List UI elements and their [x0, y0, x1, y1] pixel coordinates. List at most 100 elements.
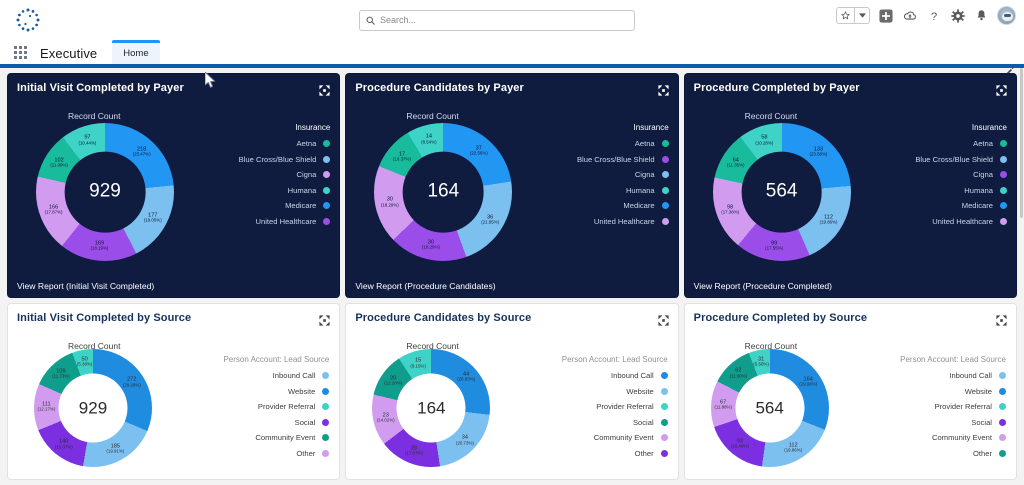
chart-card-procedure-completed-by-payer[interactable]: Procedure Completed by Payer Record Count…: [684, 74, 1016, 297]
legend-item[interactable]: Cigna: [239, 170, 331, 179]
favorites-dropdown-icon[interactable]: [855, 8, 869, 23]
chart-card-procedure-candidates-by-source[interactable]: Procedure Candidates by Source Record Cou…: [346, 304, 678, 479]
chart-card-procedure-completed-by-source[interactable]: Procedure Completed by Source Record Coun…: [684, 304, 1016, 479]
legend-item[interactable]: Inbound Call: [900, 371, 1006, 380]
legend-color-swatch: [999, 186, 1007, 194]
page-scrollbar[interactable]: [1020, 68, 1024, 485]
legend-color-swatch: [323, 202, 331, 209]
legend-item[interactable]: United Healthcare: [239, 217, 331, 226]
legend-item[interactable]: Community Event: [223, 433, 330, 442]
legend-color-swatch: [322, 418, 330, 426]
chart-legend: Insurance Aetna Blue Cross/Blue Shield Cign…: [915, 123, 1007, 232]
legend-item[interactable]: Website: [900, 387, 1006, 396]
legend-item-label: Cigna: [634, 170, 655, 179]
svg-text:?: ?: [930, 10, 936, 22]
expand-icon[interactable]: [996, 83, 1007, 101]
chart-card-initial-visit-completed-by-payer[interactable]: Initial Visit Completed by Payer Record C…: [8, 74, 340, 297]
legend-item-label: Inbound Call: [272, 371, 316, 380]
donut-chart[interactable]: 929 218 (23.47%) 177 (19.05%) 169 (18.19%) 166(…: [36, 123, 174, 261]
chart-card-initial-visit-completed-by-source[interactable]: Initial Visit Completed by Source Record …: [8, 304, 340, 479]
cloud-setup-icon[interactable]: [901, 7, 918, 24]
global-search[interactable]: Search...: [359, 10, 635, 31]
legend-item[interactable]: Provider Referral: [900, 402, 1006, 411]
chart-legend: Person Account: Lead Source Inbound Call W…: [900, 355, 1006, 464]
legend-item[interactable]: Aetna: [577, 139, 669, 148]
legend-item[interactable]: Cigna: [915, 170, 1007, 179]
donut-ring: 929: [36, 123, 174, 261]
legend-item[interactable]: Inbound Call: [562, 371, 668, 380]
donut-total-value: 564: [765, 181, 798, 202]
settings-gear-icon[interactable]: [949, 7, 966, 24]
view-report-link[interactable]: View Report (Procedure Completed): [693, 281, 833, 291]
legend-item[interactable]: Cigna: [577, 170, 669, 179]
legend-item[interactable]: Social: [900, 418, 1006, 427]
expand-icon[interactable]: [658, 83, 669, 101]
help-icon[interactable]: ?: [925, 7, 942, 24]
legend-color-swatch: [661, 186, 669, 194]
legend-color-swatch: [323, 217, 331, 225]
legend-item[interactable]: Other: [900, 449, 1006, 458]
legend-item[interactable]: Aetna: [239, 139, 331, 148]
tab-home[interactable]: Home: [112, 40, 160, 64]
scrollbar-thumb[interactable]: [1020, 68, 1023, 218]
legend-item[interactable]: United Healthcare: [577, 217, 669, 226]
search-icon: [366, 16, 375, 25]
legend-title: Insurance: [633, 123, 669, 132]
card-title: Procedure Completed by Source: [693, 312, 868, 324]
legend-item[interactable]: Provider Referral: [562, 402, 668, 411]
legend-item[interactable]: Social: [562, 418, 668, 427]
legend-item[interactable]: Aetna: [915, 139, 1007, 148]
legend-item[interactable]: Community Event: [562, 433, 668, 442]
donut-chart[interactable]: 164 37 (22.56%) 36 (21.95%) 30 (18.29%) 30 (18.2…: [374, 123, 513, 261]
legend-item[interactable]: Other: [562, 449, 668, 458]
chart-card-procedure-candidates-by-payer[interactable]: Procedure Candidates by Payer Record Coun…: [346, 74, 678, 297]
legend-item[interactable]: Other: [223, 449, 330, 458]
legend-item[interactable]: Inbound Call: [223, 371, 330, 380]
donut-chart[interactable]: 929 272 (29.28%) 185 (19.91%) 140 (15.07%) 111(…: [34, 349, 152, 467]
donut-chart[interactable]: 164 44 (26.83%) 34 (20.73%) 28 (17.07%) 23 (14.0…: [372, 349, 491, 467]
dashboard-grid: Initial Visit Completed by Payer Record C…: [0, 68, 1024, 479]
app-launcher-waffle-icon[interactable]: [14, 46, 27, 59]
legend-color-swatch: [660, 418, 668, 426]
favorites-star-icon[interactable]: [837, 8, 854, 23]
expand-icon[interactable]: [319, 313, 330, 331]
legend-item[interactable]: Humana: [239, 186, 331, 195]
card-header: Procedure Completed by Payer: [685, 74, 1016, 101]
favorites-control[interactable]: [836, 7, 870, 24]
donut-center: 164: [402, 151, 484, 233]
expand-icon[interactable]: [658, 313, 669, 331]
salesforce-cloud-logo[interactable]: [0, 6, 56, 34]
notifications-bell-icon[interactable]: [973, 7, 990, 24]
legend-item[interactable]: Social: [223, 418, 330, 427]
view-report-link[interactable]: View Report (Procedure Candidates): [355, 281, 496, 291]
legend-item-label: Community Event: [593, 433, 654, 442]
legend-item[interactable]: Blue Cross/Blue Shield: [577, 155, 669, 164]
legend-item[interactable]: Website: [223, 387, 330, 396]
legend-item[interactable]: Blue Cross/Blue Shield: [239, 155, 331, 164]
legend-item-label: Aetna: [973, 139, 993, 148]
donut-chart[interactable]: 564 133 (23.58%) 112 (19.86%) 99 (17.55%) 98 (17…: [712, 123, 851, 261]
legend-item[interactable]: Humana: [577, 186, 669, 195]
view-report-link[interactable]: View Report (Initial Visit Completed): [17, 281, 155, 291]
donut-chart[interactable]: 564 164 (29.08%) 112 (19.86%) 93 (16.49%) 67 (11…: [710, 349, 829, 467]
expand-icon[interactable]: [319, 83, 330, 101]
user-avatar[interactable]: [997, 6, 1016, 25]
donut-ring: 164: [374, 123, 513, 261]
legend-item[interactable]: Medicare: [915, 201, 1007, 210]
expand-icon[interactable]: [996, 313, 1007, 331]
legend-item-label: Provider Referral: [934, 402, 992, 411]
legend-item[interactable]: Humana: [915, 186, 1007, 195]
add-icon[interactable]: [877, 7, 894, 24]
legend-item[interactable]: Medicare: [577, 201, 669, 210]
chart-legend: Person Account: Lead Source Inbound Call W…: [562, 355, 668, 464]
legend-item[interactable]: Website: [562, 387, 668, 396]
legend-item[interactable]: United Healthcare: [915, 217, 1007, 226]
legend-item[interactable]: Community Event: [900, 433, 1006, 442]
legend-item[interactable]: Provider Referral: [223, 402, 330, 411]
divider: [854, 8, 855, 23]
legend-item[interactable]: Blue Cross/Blue Shield: [915, 155, 1007, 164]
legend-item[interactable]: Medicare: [239, 201, 331, 210]
legend-color-swatch: [322, 449, 330, 457]
legend-item-label: Humana: [625, 185, 655, 195]
